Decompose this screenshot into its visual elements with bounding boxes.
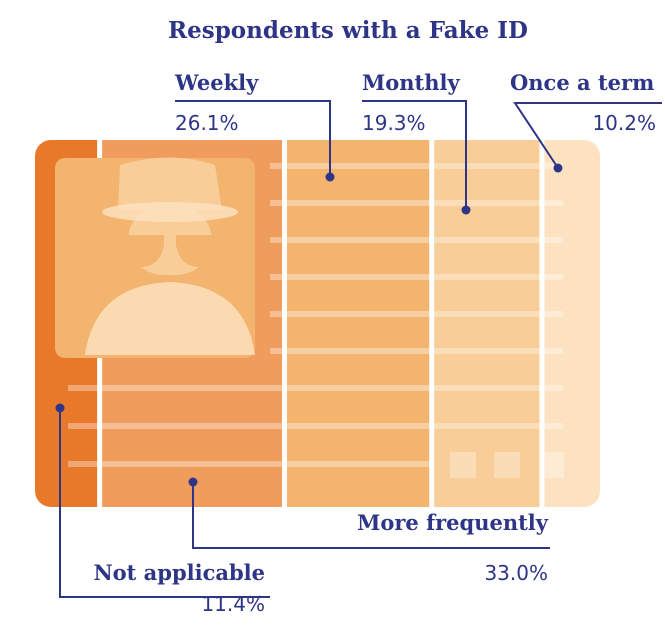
category-label: Once a term <box>510 70 654 95</box>
callout-dot <box>189 478 198 487</box>
chart: Respondents with a Fake ID Not applicabl… <box>0 0 665 628</box>
category-label: Monthly <box>362 70 460 95</box>
portrait <box>55 158 255 359</box>
value-label: 10.2% <box>592 111 656 135</box>
value-label: 11.4% <box>201 592 265 616</box>
callout-dot <box>326 173 335 182</box>
category-label: More frequently <box>357 510 549 535</box>
chart-title: Respondents with a Fake ID <box>168 17 528 44</box>
callout-dot <box>462 206 471 215</box>
value-label: 26.1% <box>175 111 239 135</box>
segment <box>287 140 429 507</box>
callout-dot <box>554 164 563 173</box>
callout-dot <box>56 404 65 413</box>
card-decor-boxes <box>450 452 564 478</box>
value-label: 19.3% <box>362 111 426 135</box>
value-label: 33.0% <box>484 561 548 585</box>
segment <box>434 140 539 507</box>
category-label: Not applicable <box>93 560 265 585</box>
segment <box>544 140 600 507</box>
category-label: Weekly <box>174 70 259 95</box>
